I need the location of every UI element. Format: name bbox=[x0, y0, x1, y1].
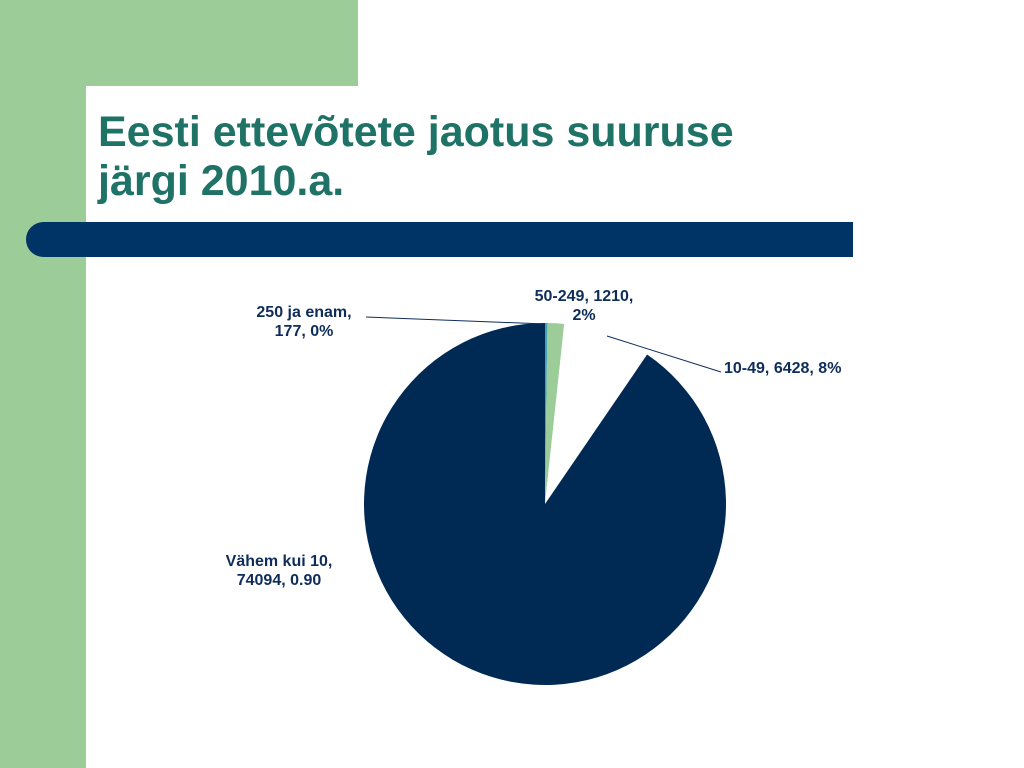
left-accent-bar bbox=[0, 0, 86, 768]
data-label-0-line-0: 250 ja enam, bbox=[256, 304, 351, 321]
data-label-3: Vähem kui 10, 74094, 0.90 bbox=[226, 553, 333, 589]
data-label-2: 10-49, 6428, 8% bbox=[724, 360, 841, 377]
data-label-1: 50-249, 1210, 2% bbox=[535, 288, 634, 324]
pie-slice-250-ja-enam bbox=[545, 323, 548, 504]
pie-slice-50-249 bbox=[545, 323, 565, 504]
content-corner bbox=[86, 86, 166, 166]
data-label-3-line-0: Vähem kui 10, bbox=[226, 553, 333, 570]
data-label-0-line-1: 177, 0% bbox=[275, 323, 334, 340]
data-label-1-line-0: 50-249, 1210, bbox=[535, 288, 634, 305]
slide-title-line-2: järgi 2010.a. bbox=[98, 157, 345, 205]
leader-line-2 bbox=[606, 335, 722, 373]
pie-slice-v-hem-kui-10 bbox=[363, 323, 726, 685]
data-label-0: 250 ja enam, 177, 0% bbox=[256, 304, 351, 340]
data-label-1-line-1: 2% bbox=[572, 307, 595, 324]
title-divider-bar bbox=[26, 222, 853, 257]
slide-title-line-1: Eesti ettevõtete jaotus suuruse bbox=[98, 108, 734, 156]
pie-slice-10-49 bbox=[545, 324, 648, 504]
leader-line-0 bbox=[365, 316, 546, 325]
data-label-2-line-0: 10-49, 6428, 8% bbox=[724, 360, 841, 377]
data-label-3-line-1: 74094, 0.90 bbox=[237, 572, 322, 589]
top-accent-block bbox=[86, 0, 358, 86]
slide-title: Eesti ettevõtete jaotus suuruse järgi 20… bbox=[98, 108, 898, 206]
